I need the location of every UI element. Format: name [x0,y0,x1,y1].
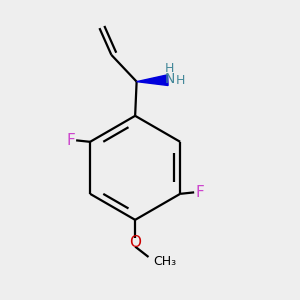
Text: O: O [129,235,141,250]
Text: N: N [164,72,175,86]
Text: CH₃: CH₃ [153,255,176,268]
Text: H: H [176,74,185,87]
Polygon shape [136,75,168,86]
Text: F: F [195,185,204,200]
Text: H: H [165,62,174,75]
Text: F: F [66,133,75,148]
